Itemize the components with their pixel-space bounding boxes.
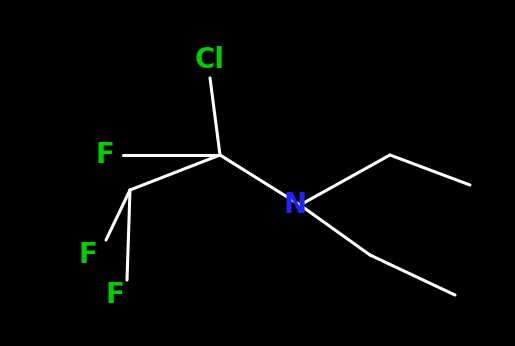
Text: Cl: Cl: [195, 46, 225, 74]
Text: F: F: [106, 281, 125, 309]
Text: F: F: [79, 241, 97, 269]
Text: F: F: [96, 141, 114, 169]
Text: N: N: [283, 191, 306, 219]
